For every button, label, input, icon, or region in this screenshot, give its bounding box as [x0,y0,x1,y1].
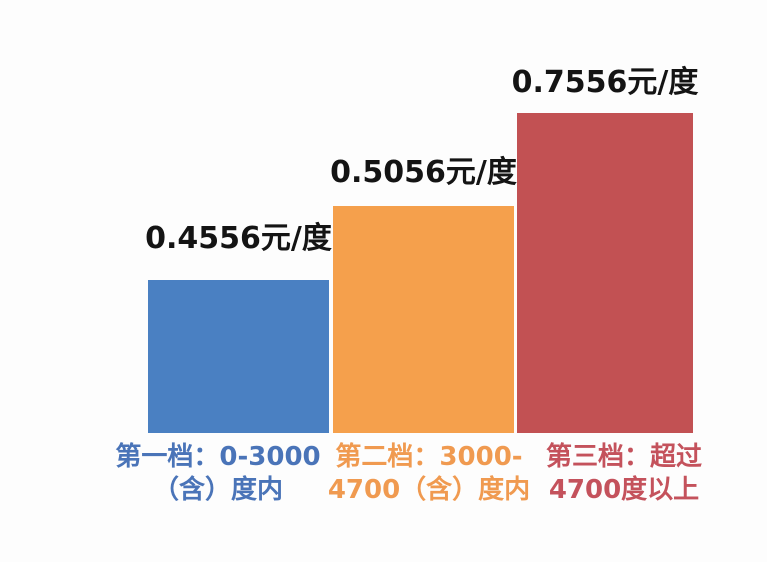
category-label-tier-1-line-1: 第一档：0-3000 [115,442,321,472]
category-label-tier-3: 第三档：超过 4700度以上 [511,441,737,507]
category-label-tier-2-line-2: 4700（含）度内 [327,475,531,505]
category-label-tier-2-line-1: 第二档：3000- [335,442,523,472]
category-label-tier-3-line-1: 第三档：超过 [545,442,702,472]
value-label-tier-1: 0.4556元/度 [145,221,332,256]
bar-tier-2 [333,206,514,433]
category-label-tier-3-line-2: 4700度以上 [548,475,700,505]
bar-tier-3 [517,113,693,433]
category-label-tier-1-line-2: （含）度内 [152,475,283,505]
category-label-tier-1: 第一档：0-3000 （含）度内 [103,441,333,507]
value-label-tier-3: 0.7556元/度 [511,65,699,100]
bar-tier-1 [148,280,329,433]
value-label-tier-2: 0.5056元/度 [330,155,517,190]
category-label-tier-2: 第二档：3000- 4700（含）度内 [317,441,541,507]
